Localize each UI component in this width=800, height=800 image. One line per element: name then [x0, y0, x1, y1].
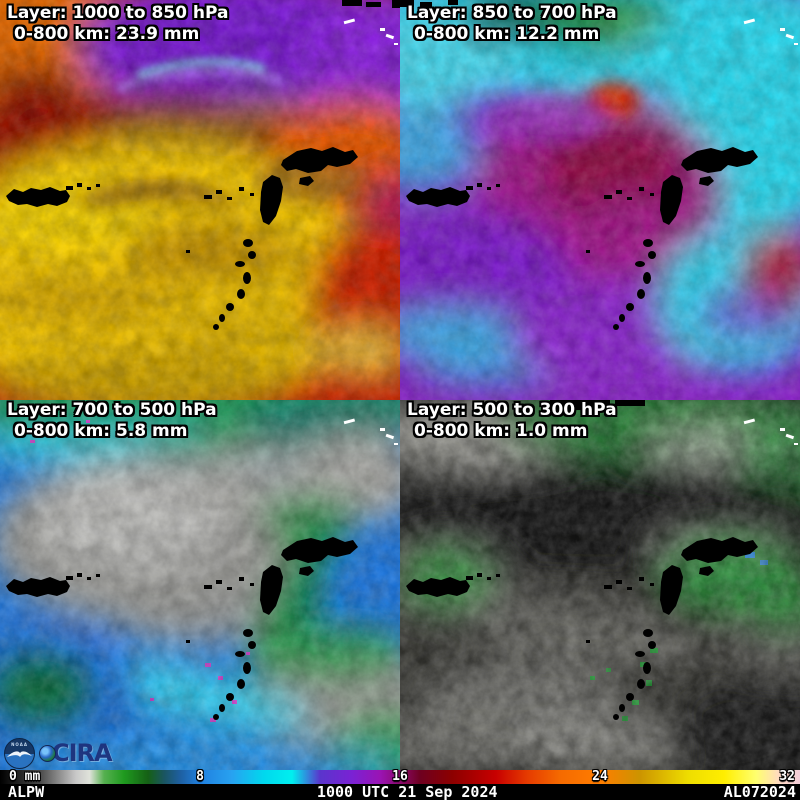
colorbar-tick-0: 0 mm	[9, 769, 41, 784]
colorbar-gradient	[0, 770, 800, 784]
colorbar-tick-16: 16	[392, 769, 408, 784]
quadrant-700-500-art	[0, 400, 400, 770]
footer-bar: ALPW 1000 UTC 21 Sep 2024 AL072024	[0, 784, 800, 800]
quadrant-1000-850-art	[0, 0, 400, 400]
cira-globe-icon	[39, 744, 56, 762]
product-name: ALPW	[8, 783, 45, 800]
noaa-logo-text: NOAA	[11, 741, 28, 747]
agency-logos: NOAA CIRA	[4, 737, 113, 769]
valid-datetime: 1000 UTC 21 Sep 2024	[316, 783, 498, 800]
colorbar-tick-32: 32	[779, 769, 795, 784]
quadrant-500-300-art	[400, 400, 800, 770]
precipitable-water-colorbar: 0 mm 8 16 24 32	[0, 770, 800, 784]
storm-id: AL072024	[723, 783, 796, 800]
cira-logo-text: CIRA	[52, 739, 113, 767]
noaa-logo-icon: NOAA	[4, 737, 35, 769]
alpw-map-canvas	[0, 0, 800, 770]
noaa-seagull-icon	[7, 750, 32, 757]
quadrant-850-700-art	[400, 0, 800, 400]
colorbar-tick-8: 8	[196, 769, 204, 784]
cira-logo: CIRA	[39, 739, 113, 767]
colorbar-tick-24: 24	[592, 769, 608, 784]
